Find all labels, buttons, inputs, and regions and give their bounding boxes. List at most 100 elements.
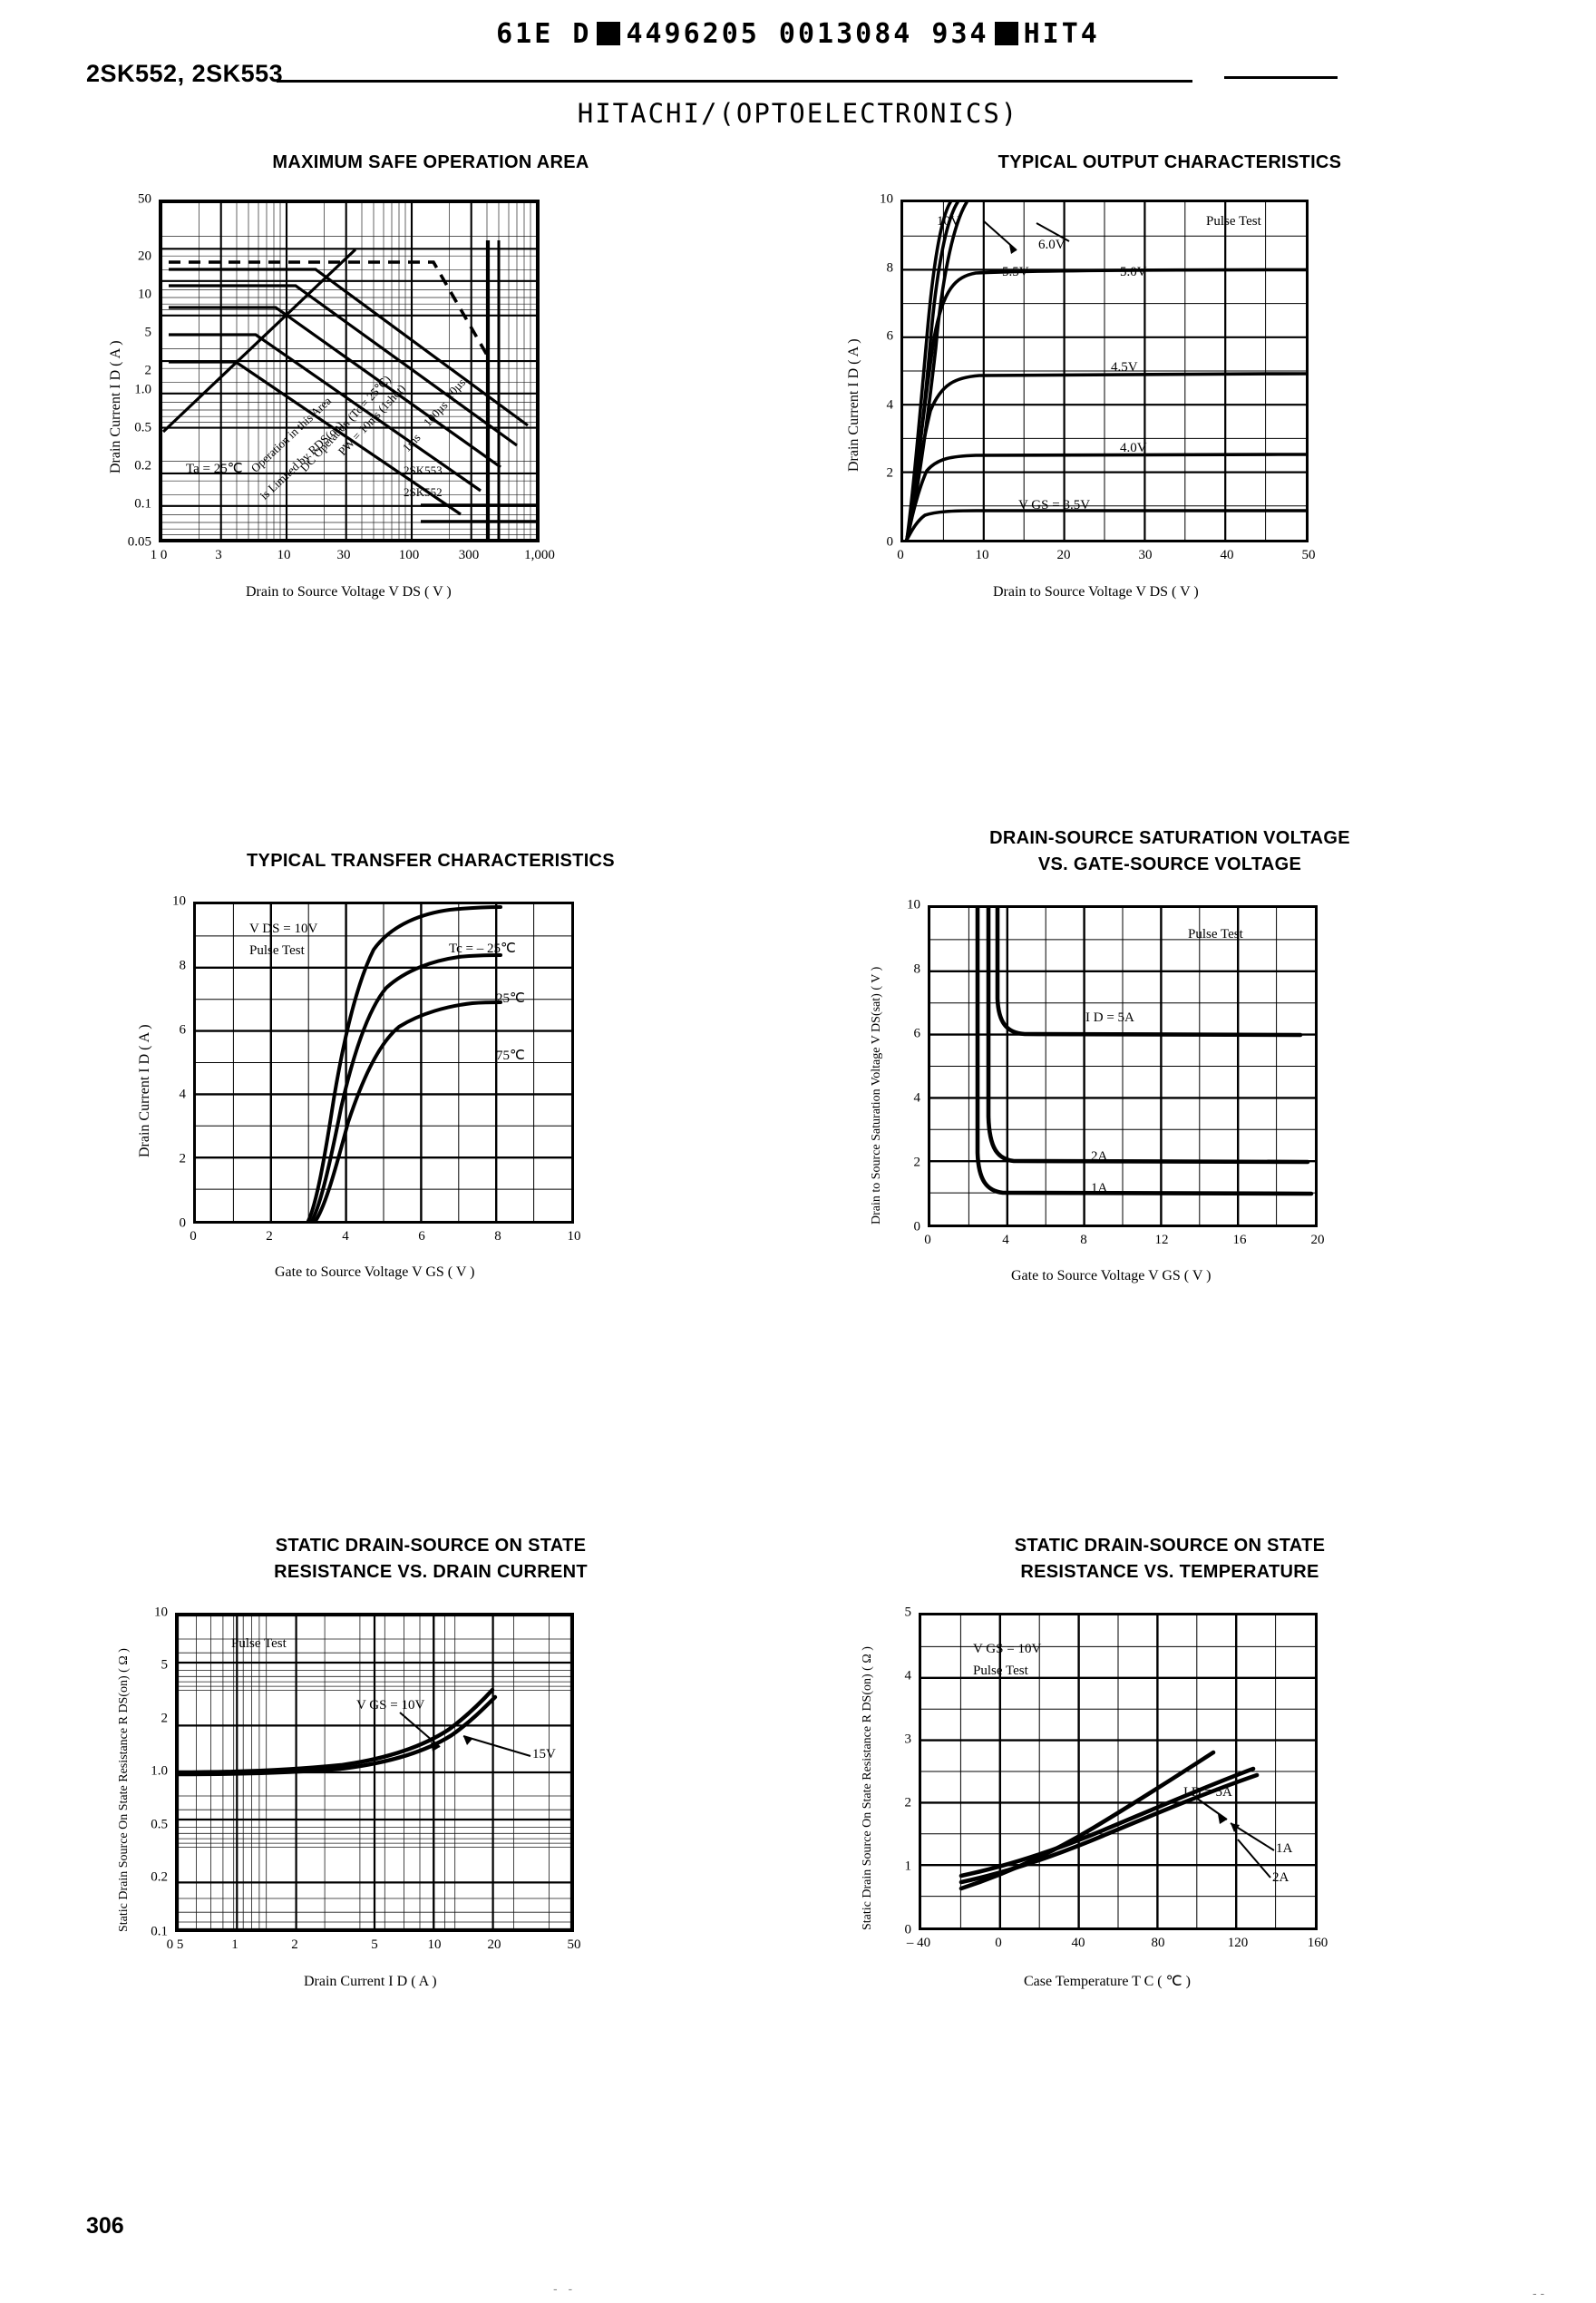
annotation-10v: 10V [937,214,960,229]
vdssat-chart-svg [930,908,1315,1225]
annotation-vgs-10v: V GS = 10V [356,1698,425,1713]
figure-rdson-vs-drain-current: STATIC DRAIN-SOURCE ON STATE RESISTANCE … [86,1533,775,1989]
xtick: 12 [1154,1233,1169,1247]
header-stamp-row: 61E D 4496205 0013084 934 HIT4 [0,18,1596,50]
annotation-4p5v: 4.5V [1111,360,1138,375]
xtick: 16 [1232,1233,1247,1247]
figure-rdson-vs-temperature: STATIC DRAIN-SOURCE ON STATE RESISTANCE … [821,1533,1519,1990]
figure-title-vdssat-line2: VS. GATE-SOURCE VOLTAGE [1037,854,1302,874]
annotation-15v: 15V [532,1747,556,1761]
ytick: 5 [144,325,152,340]
xtick: 120 [1227,1936,1249,1950]
ytick: 0.1 [134,496,151,512]
xtick: 0 [924,1233,931,1247]
plot-area-rdson-id [175,1613,574,1932]
stamp-block-2-icon [994,22,1018,45]
ytick: 6 [886,328,894,344]
ytick: 6 [913,1026,921,1041]
plot-area-rdson-temp [919,1613,1318,1930]
xtick: 6 [418,1229,425,1244]
yaxis-label-rdson-id: Static Drain Source On State Resistance … [117,1648,131,1932]
ytick: 0 [886,534,894,550]
annotation-6v: 6.0V [1038,238,1066,252]
annotation-5v: 5.0V [1120,265,1147,279]
xtick: 0 [190,1229,197,1244]
xtick: 40 [1220,548,1234,562]
ytick: 50 [138,191,151,207]
plot-rdson-temp: 5 4 3 2 1 0 [821,1605,1519,1990]
header-rule-left [277,80,1192,83]
ytick: 10 [880,191,893,207]
ytick: 4 [179,1087,187,1102]
ytick: 10 [138,287,151,302]
ytick: 4 [886,397,894,413]
xtick: 100 [398,548,420,562]
xtick: 50 [1301,548,1316,562]
annotation-ta-25c: Ta = 25℃ [186,462,243,476]
annotation-4v: 4.0V [1120,441,1147,455]
footer-scan-artifact-left: - - [553,2281,577,2296]
yaxis-label-vdssat: Drain to Source Saturation Voltage V DS(… [870,966,883,1225]
xtick: 0 [897,548,904,562]
rdson-id-chart-svg [178,1615,571,1929]
yaxis-label-transfer: Drain Current I D ( A ) [137,1024,152,1157]
ytick: 0 [913,1219,921,1234]
ytick: 5 [904,1605,912,1620]
plot-area-transfer [193,902,574,1224]
ytick: 2 [161,1711,169,1726]
figure-typical-output-characteristics: TYPICAL OUTPUT CHARACTERISTICS 10 8 6 4 … [821,150,1519,600]
xtick: 30 [336,548,351,562]
annotation-75c: 75℃ [496,1049,525,1063]
xtick: 8 [494,1229,501,1244]
ytick: 2 [144,363,152,378]
xtick: 2 [291,1937,298,1952]
xtick: 30 [1138,548,1153,562]
xtick: 10 [277,548,291,562]
figure-drain-source-saturation-voltage: DRAIN-SOURCE SATURATION VOLTAGE VS. GATE… [821,825,1519,1284]
xtick: 8 [1080,1233,1087,1247]
annotation-2sk553: 2SK553 [404,464,443,477]
annotation-2a: 2A [1091,1149,1108,1164]
ytick: 20 [138,249,151,264]
xtick: 10 [567,1229,581,1244]
xtick: 80 [1151,1936,1165,1950]
annotation-id-5a: I D = 5A [1085,1010,1134,1025]
manufacturer-label: HITACHI/(OPTOELECTRONICS) [577,98,1019,129]
ytick: 0.2 [134,458,151,473]
annotation-pulse-test: Pulse Test [1188,927,1243,942]
annotation-pulse-test: Pulse Test [231,1636,287,1651]
ytick: 2 [886,465,894,481]
stamp-numbers: 4496205 0013084 934 [626,18,989,50]
xaxis-label-transfer: Gate to Source Voltage V GS ( V ) [275,1264,475,1280]
annotation-2a: 2A [1272,1870,1289,1885]
ytick: 0 [179,1215,187,1231]
plot-output: 10 8 6 4 2 0 [821,191,1519,600]
ytick: 4 [904,1668,912,1683]
annotation-pulse-test: Pulse Test [1206,214,1261,229]
rdson-temp-chart-svg [921,1615,1315,1927]
xtick: 20 [487,1937,501,1952]
xtick: 1 0 [150,548,168,562]
output-chart-svg [903,202,1306,540]
annotation-vds-10v: V DS = 10V [249,922,318,936]
xtick: 10 [975,548,989,562]
plot-vdssat: 10 8 6 4 2 0 [821,898,1519,1284]
footer-scan-artifact-right: - - [1533,2286,1545,2300]
stamp-block-icon [597,22,621,45]
annotation-vgs-10v: V GS = 10V [973,1642,1042,1656]
figure-title-rdson-temp-line1: STATIC DRAIN-SOURCE ON STATE [1014,1536,1326,1556]
xtick: 2 [266,1229,273,1244]
ytick: 2 [904,1795,912,1810]
transfer-chart-svg [196,904,571,1221]
plot-soa: 50 20 10 5 2 1.0 0.5 0.2 0.1 0.05 [86,191,775,600]
annotation-1a: 1A [1091,1181,1108,1195]
ytick: 2 [179,1151,187,1166]
ytick: 0.05 [127,534,151,550]
xtick: 160 [1307,1936,1328,1950]
xtick: – 40 [906,1936,931,1950]
plot-area-vdssat [928,905,1318,1227]
ytick: 0.2 [151,1869,168,1885]
plot-area-output [900,200,1309,542]
annotation-2sk552: 2SK552 [404,485,443,499]
xtick: 1 [231,1937,238,1952]
